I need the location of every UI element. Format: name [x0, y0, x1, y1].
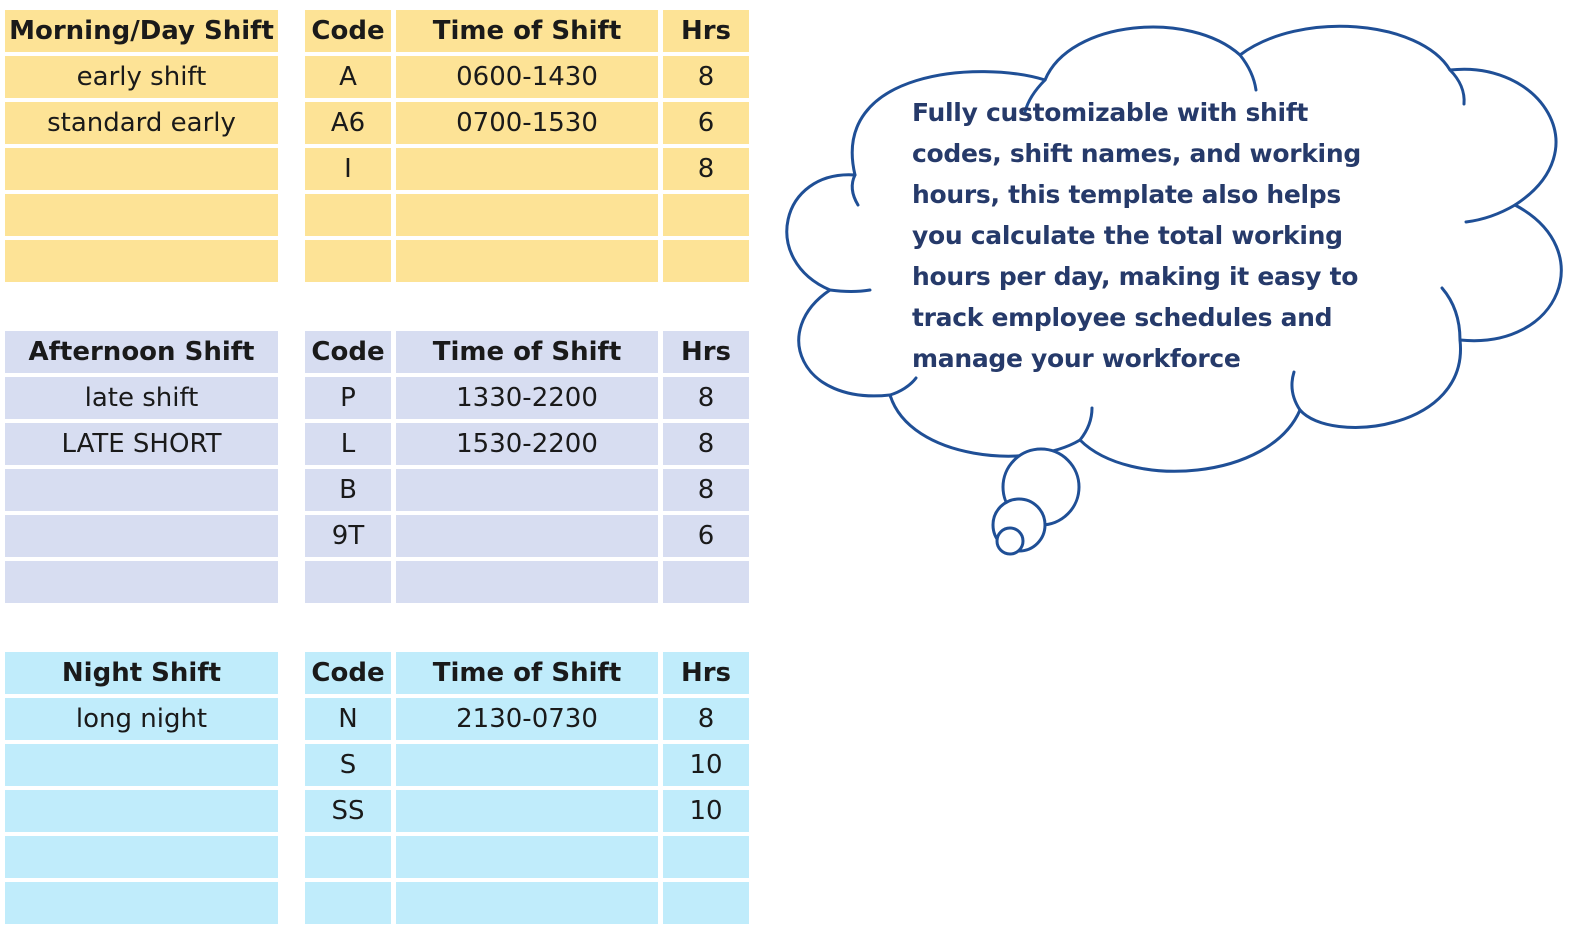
hrs-cell[interactable] [663, 836, 749, 878]
afternoon-shift-code-table: Code Time of Shift Hrs P 1330-2200 8 L 1… [305, 331, 749, 603]
time-cell[interactable]: 0600-1430 [396, 56, 658, 98]
time-header[interactable]: Time of Shift [396, 652, 658, 694]
code-cell[interactable]: A6 [305, 102, 391, 144]
morning-shift-title[interactable]: Morning/Day Shift [5, 10, 278, 52]
shift-name-cell[interactable] [5, 469, 278, 511]
time-cell[interactable] [396, 240, 658, 282]
hrs-cell[interactable]: 10 [663, 790, 749, 832]
hrs-cell[interactable]: 8 [663, 377, 749, 419]
hrs-cell[interactable]: 8 [663, 469, 749, 511]
callout-line: you calculate the total working [912, 221, 1343, 250]
code-cell[interactable] [305, 836, 391, 878]
shift-name-cell[interactable] [5, 744, 278, 786]
code-cell[interactable] [305, 194, 391, 236]
shift-name-cell[interactable] [5, 515, 278, 557]
shift-name-cell[interactable]: long night [5, 698, 278, 740]
night-shift-name-column: Night Shift long night [5, 652, 278, 924]
time-header[interactable]: Time of Shift [396, 331, 658, 373]
time-cell[interactable] [396, 561, 658, 603]
shift-name-cell[interactable]: standard early [5, 102, 278, 144]
shift-name-cell[interactable] [5, 882, 278, 924]
time-cell[interactable] [396, 790, 658, 832]
hrs-cell[interactable] [663, 561, 749, 603]
shift-name-cell[interactable]: late shift [5, 377, 278, 419]
code-cell[interactable] [305, 240, 391, 282]
shift-name-cell[interactable] [5, 790, 278, 832]
hrs-cell[interactable] [663, 194, 749, 236]
code-header[interactable]: Code [305, 10, 391, 52]
time-cell[interactable] [396, 469, 658, 511]
code-cell[interactable]: B [305, 469, 391, 511]
code-header[interactable]: Code [305, 331, 391, 373]
code-cell[interactable]: P [305, 377, 391, 419]
callout-line: hours, this template also helps [912, 180, 1341, 209]
time-cell[interactable] [396, 194, 658, 236]
shift-name-cell[interactable]: LATE SHORT [5, 423, 278, 465]
afternoon-shift-name-column: Afternoon Shift late shift LATE SHORT [5, 331, 278, 603]
hrs-cell[interactable] [663, 882, 749, 924]
hrs-cell[interactable]: 8 [663, 56, 749, 98]
callout-line: manage your workforce [912, 344, 1241, 373]
shift-name-cell[interactable]: early shift [5, 56, 278, 98]
hrs-cell[interactable]: 8 [663, 148, 749, 190]
code-cell[interactable]: 9T [305, 515, 391, 557]
hrs-header[interactable]: Hrs [663, 10, 749, 52]
code-cell[interactable]: L [305, 423, 391, 465]
shift-name-cell[interactable] [5, 561, 278, 603]
time-cell[interactable]: 2130-0730 [396, 698, 658, 740]
shift-name-cell[interactable] [5, 148, 278, 190]
shift-name-cell[interactable] [5, 240, 278, 282]
hrs-cell[interactable]: 6 [663, 102, 749, 144]
morning-shift-name-column: Morning/Day Shift early shift standard e… [5, 10, 278, 282]
shift-name-cell[interactable] [5, 194, 278, 236]
afternoon-shift-title[interactable]: Afternoon Shift [5, 331, 278, 373]
code-cell[interactable] [305, 561, 391, 603]
hrs-cell[interactable]: 8 [663, 423, 749, 465]
hrs-cell[interactable]: 8 [663, 698, 749, 740]
time-cell[interactable] [396, 744, 658, 786]
time-cell[interactable] [396, 836, 658, 878]
time-cell[interactable]: 0700-1530 [396, 102, 658, 144]
night-shift-code-table: Code Time of Shift Hrs N 2130-0730 8 S 1… [305, 652, 749, 924]
morning-shift-code-table: Code Time of Shift Hrs A 0600-1430 8 A6 … [305, 10, 749, 282]
night-shift-title[interactable]: Night Shift [5, 652, 278, 694]
time-cell[interactable]: 1330-2200 [396, 377, 658, 419]
time-cell[interactable]: 1530-2200 [396, 423, 658, 465]
code-cell[interactable]: A [305, 56, 391, 98]
code-cell[interactable]: SS [305, 790, 391, 832]
hrs-cell[interactable]: 6 [663, 515, 749, 557]
callout-line: track employee schedules and [912, 303, 1333, 332]
code-cell[interactable]: N [305, 698, 391, 740]
hrs-cell[interactable]: 10 [663, 744, 749, 786]
code-cell[interactable]: S [305, 744, 391, 786]
code-cell[interactable] [305, 882, 391, 924]
time-cell[interactable] [396, 148, 658, 190]
callout-line: codes, shift names, and working [912, 139, 1361, 168]
hrs-cell[interactable] [663, 240, 749, 282]
code-header[interactable]: Code [305, 652, 391, 694]
callout-line: Fully customizable with shift [912, 98, 1309, 127]
callout-line: hours per day, making it easy to [912, 262, 1359, 291]
callout-text: Fully customizable with shift codes, shi… [912, 92, 1392, 379]
hrs-header[interactable]: Hrs [663, 331, 749, 373]
thought-bubble-shape [785, 24, 1563, 556]
hrs-header[interactable]: Hrs [663, 652, 749, 694]
code-cell[interactable]: I [305, 148, 391, 190]
time-cell[interactable] [396, 882, 658, 924]
time-header[interactable]: Time of Shift [396, 10, 658, 52]
shift-name-cell[interactable] [5, 836, 278, 878]
time-cell[interactable] [396, 515, 658, 557]
